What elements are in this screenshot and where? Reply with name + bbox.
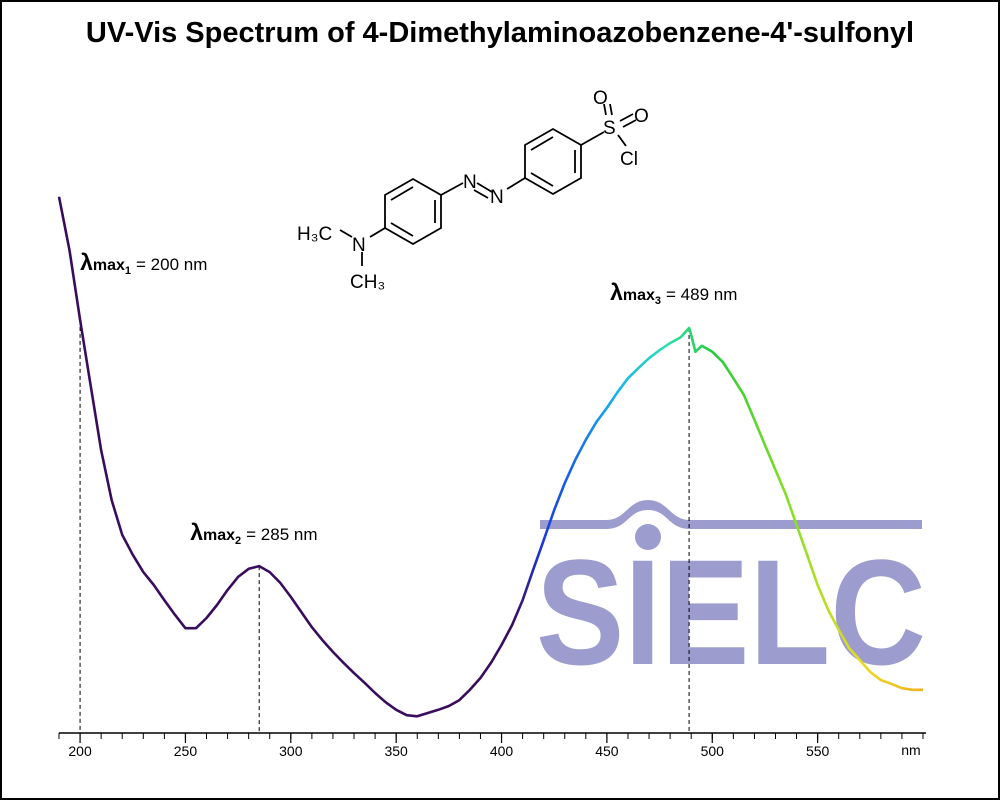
- index: 2: [235, 535, 241, 547]
- peak-label: λmax2 = 285 nm: [190, 519, 317, 547]
- x-tick-label: 250: [174, 743, 198, 759]
- peak-text: = 200 nm: [136, 255, 207, 274]
- x-tick-label: 450: [595, 743, 619, 759]
- bond: [369, 227, 386, 238]
- bond: [390, 222, 414, 237]
- watermark: SIELC: [536, 500, 926, 696]
- bond: [609, 103, 613, 116]
- peak-text: = 285 nm: [246, 525, 317, 544]
- bond: [617, 134, 627, 147]
- atom-label: CH₃: [350, 272, 385, 293]
- bond: [473, 189, 489, 199]
- peak-label: λmax1 = 200 nm: [80, 249, 207, 277]
- logo-band: [540, 500, 922, 529]
- peak-text: = 489 nm: [666, 285, 737, 304]
- bond: [530, 136, 554, 151]
- x-tick-label: 400: [490, 743, 514, 759]
- x-tick-label: 200: [68, 743, 92, 759]
- bond: [619, 113, 634, 122]
- x-unit: nm: [901, 742, 920, 758]
- bond: [476, 182, 493, 193]
- x-tick-label: 550: [806, 743, 830, 759]
- bond: [339, 229, 353, 238]
- structure-labels: H₃C N CH₃ N N S O O Cl: [297, 88, 649, 293]
- bond: [530, 172, 554, 187]
- x-tick-label: 500: [701, 743, 725, 759]
- atom-label: O: [593, 88, 608, 109]
- structure: [339, 103, 637, 266]
- logo-dot: [635, 524, 661, 550]
- bond: [603, 103, 607, 116]
- x-tick-label: 350: [384, 743, 408, 759]
- chart-title: UV-Vis Spectrum of 4-Dimethylaminoazoben…: [86, 17, 914, 49]
- lambda: λ: [610, 279, 623, 305]
- bond: [506, 177, 526, 190]
- bond: [622, 119, 637, 128]
- peak-label: λmax3 = 489 nm: [610, 279, 737, 307]
- bond: [580, 131, 605, 146]
- lambda: λ: [80, 249, 93, 275]
- bond: [390, 186, 414, 201]
- max: max: [203, 527, 235, 544]
- atom-label: N: [463, 172, 477, 193]
- index: 1: [125, 265, 131, 277]
- watermark-text: SIELC: [536, 528, 926, 696]
- spectrum-line: [57, 196, 923, 718]
- lambda: λ: [190, 519, 203, 545]
- max: max: [93, 257, 125, 274]
- atom-label: O: [634, 106, 649, 127]
- index: 3: [655, 295, 661, 307]
- atom-label: S: [603, 118, 616, 139]
- atom-label: Cl: [620, 149, 638, 170]
- atom-label: H₃C: [297, 224, 332, 245]
- bond: [440, 182, 464, 196]
- atom-label: N: [352, 235, 366, 256]
- max: max: [623, 287, 655, 304]
- atom-label: N: [490, 187, 504, 208]
- x-tick-label: 300: [279, 743, 303, 759]
